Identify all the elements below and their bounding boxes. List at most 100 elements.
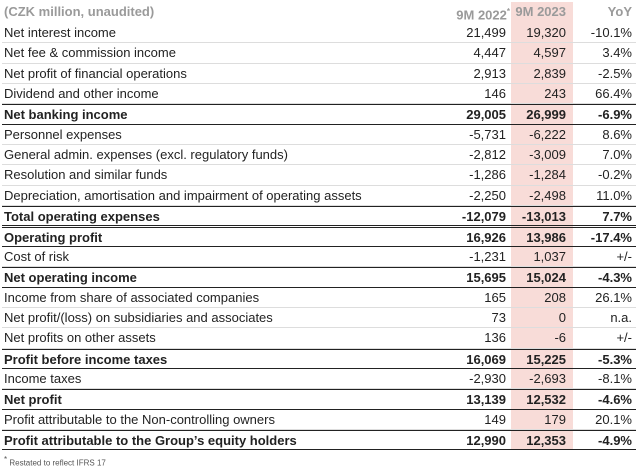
row-label: Depreciation, amortisation and impairmen… (4, 187, 362, 203)
table-row: Income from share of associated companie… (2, 288, 636, 308)
cell-value: 15,024 (526, 270, 566, 286)
table-row: Resolution and similar funds -1,286 -1,284… (2, 165, 636, 186)
cell-value: -1,231 (469, 248, 506, 264)
total-row: Net profit 13,139 12,532 -4.6% (2, 389, 636, 410)
cell-value: +/- (616, 248, 632, 264)
cell-value: -17.4% (590, 229, 632, 245)
cell-value: -12,079 (461, 209, 506, 225)
cell-value: 16,069 (466, 351, 506, 367)
table-row: Profit attributable to the Non-controlli… (2, 410, 636, 430)
cell-value: 165 (484, 289, 506, 305)
cell-value: 4,447 (473, 45, 506, 61)
cell-value: 2,839 (533, 65, 566, 81)
total-row: Profit attributable to the Group’s equit… (2, 430, 636, 451)
unit-label: (CZK million, unaudited) (4, 4, 155, 19)
cell-value: -0.2% (598, 167, 632, 183)
cell-value: 26,999 (526, 107, 566, 123)
cell-value: 3.4% (602, 45, 632, 61)
row-label: Net profits on other assets (4, 330, 156, 346)
cell-value: 12,353 (526, 433, 566, 448)
cell-value: n.a. (610, 309, 632, 325)
row-label: Net profit/(loss) on subsidiaries and as… (4, 309, 273, 325)
cell-value: -2,812 (469, 147, 506, 163)
row-label: Personnel expenses (4, 126, 122, 142)
cell-value: 73 (491, 309, 506, 325)
row-label: Net profit of financial operations (4, 65, 187, 81)
cell-value: -8.1% (598, 370, 632, 386)
cell-value: 12,990 (466, 433, 506, 448)
cell-value: 8.6% (602, 126, 632, 142)
row-label: Net banking income (4, 107, 128, 123)
column-header: YoY (607, 4, 632, 19)
row-label: Net fee & commission income (4, 45, 176, 61)
cell-value: 16,926 (466, 229, 506, 245)
table-row: Cost of risk -1,231 1,037 +/- (2, 247, 636, 268)
table-row: Net profits on other assets 136 -6 +/- (2, 328, 636, 349)
cell-value: -2,693 (529, 370, 566, 386)
cell-value: -6,222 (529, 126, 566, 142)
column-header: 9M 2023 (515, 4, 566, 19)
cell-value: -6.9% (598, 107, 632, 123)
cell-value: 146 (484, 86, 506, 102)
cell-value: 243 (544, 86, 566, 102)
row-label: Total operating expenses (4, 209, 160, 225)
row-label: Net interest income (4, 25, 116, 40)
cell-value: -1,286 (469, 167, 506, 183)
cell-value: 0 (558, 309, 566, 325)
cell-value: 12,532 (526, 392, 566, 408)
cell-value: 29,005 (466, 107, 506, 123)
cell-value: -3,009 (529, 147, 566, 163)
row-label: Net profit (4, 392, 62, 408)
cell-value: -13,013 (521, 209, 566, 225)
cell-value: 13,139 (466, 392, 506, 408)
cell-value: -2,250 (469, 187, 506, 203)
row-label: Profit attributable to the Non-controlli… (4, 411, 275, 427)
row-label: Income taxes (4, 370, 82, 386)
cell-value: -6 (554, 330, 566, 346)
cell-value: 149 (484, 411, 506, 427)
cell-value: -1,284 (529, 167, 566, 183)
row-label: Profit before income taxes (4, 351, 168, 367)
cell-value: 26.1% (595, 289, 632, 305)
cell-value: -4.6% (598, 392, 632, 408)
cell-value: 15,225 (526, 351, 566, 367)
cell-value: -2,498 (529, 187, 566, 203)
cell-value: -10.1% (590, 25, 632, 40)
column-header-text: 9M 2022 (456, 7, 507, 23)
total-row: Net operating income 15,695 15,024 -4.3% (2, 267, 636, 288)
cell-value: 15,695 (466, 270, 506, 286)
row-label: Profit attributable to the Group’s equit… (4, 433, 297, 448)
row-label: Operating profit (4, 229, 103, 245)
row-label: Cost of risk (4, 248, 70, 264)
row-label: Resolution and similar funds (4, 167, 168, 183)
cell-value: -5,731 (469, 126, 506, 142)
header-row: (CZK million, unaudited) 9M 2022* 9M 202… (2, 2, 636, 22)
cell-value: 4,597 (533, 45, 566, 61)
total-row: Net banking income 29,005 26,999 -6.9% (2, 104, 636, 125)
cell-value: 136 (484, 330, 506, 346)
cell-value: 179 (544, 411, 566, 427)
total-row: Total operating expenses -12,079 -13,013 7.… (2, 206, 636, 227)
cell-value: 7.7% (602, 209, 632, 225)
row-label: General admin. expenses (excl. regulator… (4, 147, 288, 163)
cell-value: 11.0% (596, 187, 632, 203)
table-row: Net profit/(loss) on subsidiaries and as… (2, 308, 636, 329)
cell-value: -4.9% (598, 433, 632, 448)
table-row: Net profit of financial operations 2,913 2… (2, 64, 636, 85)
column-header: 9M 2022* (456, 2, 510, 25)
total-row: Profit before income taxes 16,069 15,225 -5… (2, 348, 636, 369)
cell-value: -4.3% (598, 270, 632, 286)
cell-value: +/- (616, 330, 632, 346)
cell-value: 19,320 (526, 25, 566, 40)
table-row: General admin. expenses (excl. regulator… (2, 145, 636, 166)
cell-value: 1,037 (533, 248, 566, 264)
table-row: Dividend and other income 146 243 66.4% (2, 84, 636, 105)
footnote-marker: * (506, 7, 510, 16)
footnote-text: Restated to reflect IFRS 17 (9, 458, 106, 468)
table-row: Net interest income 21,499 19,320 -10.1% (2, 23, 636, 44)
cell-value: 7.0% (602, 147, 632, 163)
table-row: Personnel expenses -5,731 -6,222 8.6% (2, 125, 636, 146)
table-row: Income taxes -2,930 -2,693 -8.1% (2, 369, 636, 390)
row-label: Income from share of associated companie… (4, 289, 260, 305)
